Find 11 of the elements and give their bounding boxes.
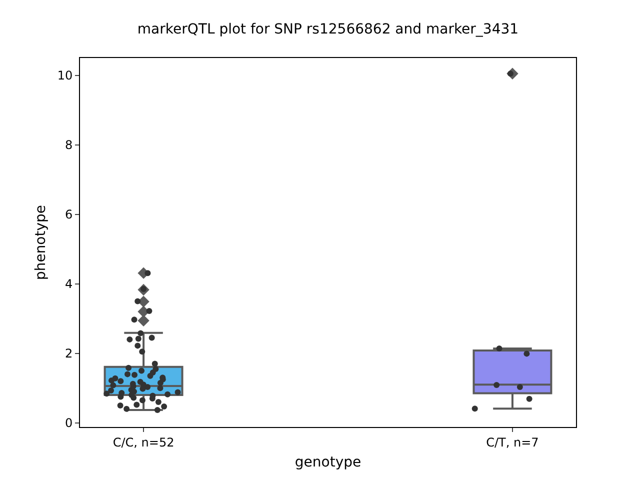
y-tick-label: 8: [64, 138, 73, 152]
chart-title: markerQTL plot for SNP rs12566862 and marker_3431: [137, 22, 519, 38]
x-tick-label: C/C, n=52: [112, 435, 174, 450]
y-tick-label: 4: [64, 277, 73, 292]
x-tick-label: C/T, n=7: [486, 435, 539, 450]
y-axis-title: phenotype: [32, 204, 49, 280]
y-tick-label: 2: [64, 346, 73, 361]
y-tick-label: 6: [64, 208, 73, 222]
x-axis-title: genotype: [294, 454, 362, 471]
y-tick-label: 0: [64, 416, 73, 430]
y-tick-label: 10: [57, 68, 73, 83]
